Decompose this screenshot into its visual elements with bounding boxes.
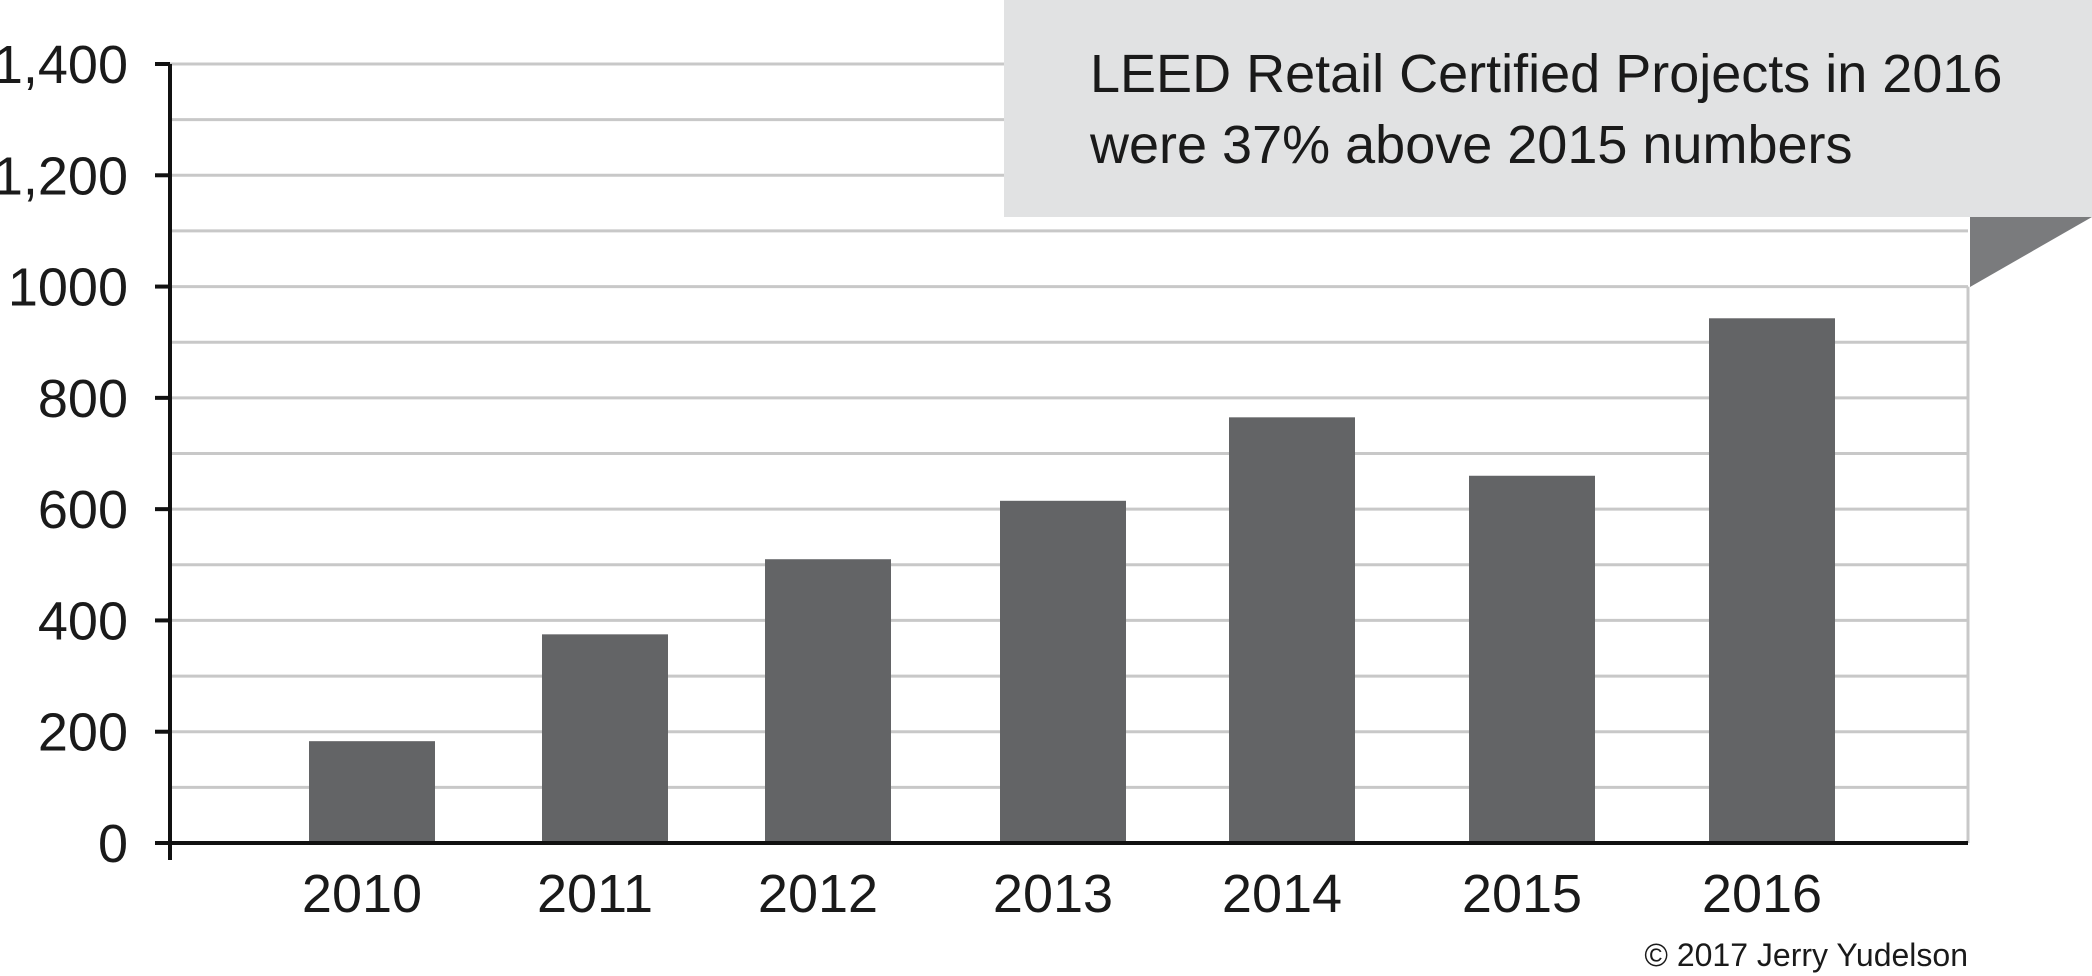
copyright-credit: © 2017 Jerry Yudelson — [1644, 937, 1968, 973]
axes — [155, 62, 1968, 860]
x-tick-label: 2016 — [1702, 864, 1822, 924]
bar-2010 — [309, 741, 435, 843]
callout-tab — [1970, 217, 2092, 287]
annotation-callout: LEED Retail Certified Projects in 2016 w… — [1004, 0, 2092, 287]
x-tick-label: 2011 — [537, 864, 653, 924]
x-tick-label: 2010 — [302, 864, 422, 924]
bar-2016 — [1709, 318, 1835, 844]
x-tick-labels: 2010 2011 2012 2013 2014 2015 2016 — [302, 864, 1822, 924]
y-tick-label: 1,200 — [0, 146, 128, 206]
y-tick-label: 600 — [38, 480, 128, 540]
callout-line-1: LEED Retail Certified Projects in 2016 — [1090, 44, 2002, 104]
bar-2013 — [1000, 500, 1126, 843]
callout-line-2: were 37% above 2015 numbers — [1089, 115, 1853, 175]
y-tick-label: 1000 — [8, 258, 128, 318]
y-tick-label: 1,400 — [0, 35, 128, 95]
y-tick-label: 800 — [38, 369, 128, 429]
bar-2014 — [1229, 417, 1355, 843]
bars — [309, 318, 1835, 844]
y-tick-label: 200 — [38, 703, 128, 763]
x-tick-label: 2015 — [1462, 864, 1582, 924]
callout-box — [1004, 0, 2092, 217]
bar-2011 — [542, 634, 668, 843]
y-tick-label: 0 — [98, 814, 128, 874]
y-tick-label: 400 — [38, 591, 128, 651]
bar-2012 — [765, 559, 891, 843]
bar-2015 — [1469, 475, 1595, 843]
x-tick-label: 2014 — [1222, 864, 1342, 924]
x-tick-label: 2013 — [993, 864, 1113, 924]
y-tick-labels: 0 200 400 600 800 1000 1,200 1,400 — [0, 35, 128, 874]
x-tick-label: 2012 — [758, 864, 878, 924]
